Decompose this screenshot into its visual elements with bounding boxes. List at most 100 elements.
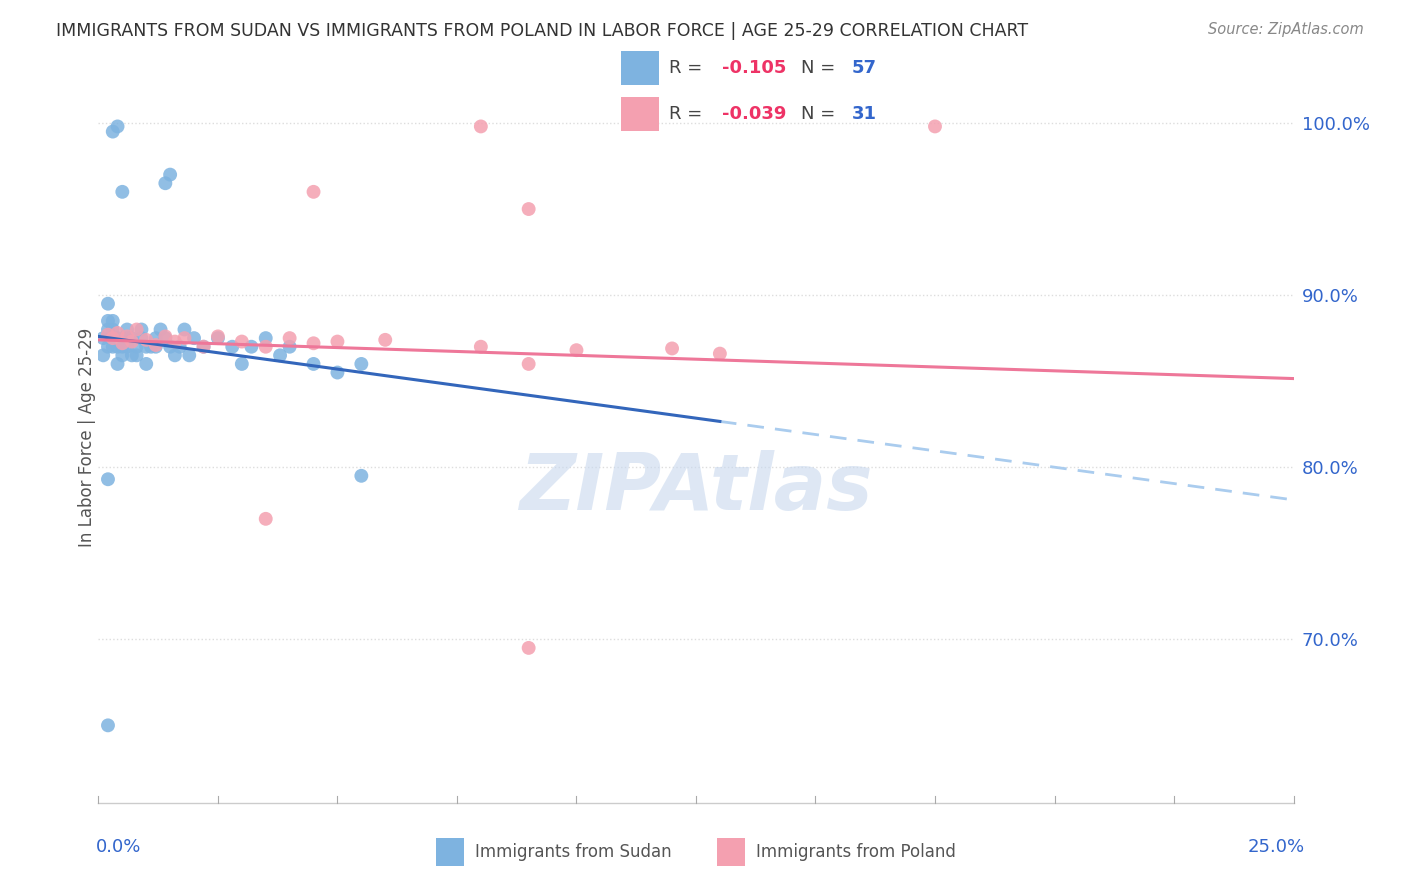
Point	[155, 331, 177, 345]
Point	[125, 340, 148, 354]
Point	[97, 296, 120, 310]
Point	[101, 322, 124, 336]
Point	[159, 340, 181, 354]
Point	[278, 331, 301, 345]
Point	[517, 202, 540, 216]
Point	[374, 333, 396, 347]
Point	[135, 340, 157, 354]
Text: N =: N =	[801, 105, 841, 123]
Point	[517, 357, 540, 371]
Text: 25.0%: 25.0%	[1247, 838, 1305, 856]
Point	[254, 512, 277, 526]
Text: 57: 57	[852, 59, 877, 77]
Point	[169, 340, 191, 354]
Point	[517, 640, 540, 655]
Point	[115, 340, 138, 354]
Point	[101, 314, 124, 328]
Text: 31: 31	[852, 105, 877, 123]
Point	[125, 322, 148, 336]
Text: Immigrants from Sudan: Immigrants from Sudan	[475, 843, 671, 861]
Point	[565, 343, 588, 358]
Point	[302, 336, 325, 351]
Point	[470, 120, 492, 134]
Point	[121, 331, 143, 345]
Point	[661, 342, 683, 356]
Point	[173, 331, 195, 345]
Point	[326, 334, 349, 349]
Point	[115, 329, 138, 343]
Point	[115, 331, 138, 345]
Point	[139, 340, 162, 354]
Text: Source: ZipAtlas.com: Source: ZipAtlas.com	[1208, 22, 1364, 37]
Point	[231, 334, 253, 349]
Point	[149, 322, 172, 336]
Point	[97, 340, 120, 354]
Text: -0.105: -0.105	[723, 59, 787, 77]
Bar	[436, 838, 464, 866]
Text: R =: R =	[669, 59, 707, 77]
Point	[97, 472, 120, 486]
Point	[121, 348, 143, 362]
Point	[97, 314, 120, 328]
Point	[173, 322, 195, 336]
Point	[125, 348, 148, 362]
Text: Immigrants from Poland: Immigrants from Poland	[756, 843, 956, 861]
Point	[278, 340, 301, 354]
Point	[221, 340, 243, 354]
Text: ZIPAtlas: ZIPAtlas	[519, 450, 873, 526]
Point	[107, 326, 129, 340]
Point	[101, 331, 124, 345]
Point	[91, 331, 114, 345]
Point	[350, 468, 373, 483]
Point	[107, 331, 129, 345]
Point	[155, 176, 177, 190]
Bar	[621, 51, 659, 85]
Point	[111, 331, 134, 345]
Text: 0.0%: 0.0%	[96, 838, 141, 856]
Point	[91, 348, 114, 362]
Point	[470, 340, 492, 354]
Point	[326, 366, 349, 380]
Point	[135, 357, 157, 371]
Point	[269, 348, 291, 362]
Point	[193, 340, 215, 354]
Point	[145, 331, 167, 345]
Point	[115, 322, 138, 336]
Bar	[717, 838, 745, 866]
Point	[101, 340, 124, 354]
Point	[302, 185, 325, 199]
Bar	[621, 97, 659, 131]
Point	[107, 120, 129, 134]
Point	[163, 348, 186, 362]
Point	[163, 334, 186, 349]
Point	[207, 329, 229, 343]
Point	[131, 331, 153, 345]
Point	[107, 340, 129, 354]
Point	[240, 340, 263, 354]
Point	[111, 340, 134, 354]
Point	[924, 120, 946, 134]
Point	[183, 331, 205, 345]
Text: IMMIGRANTS FROM SUDAN VS IMMIGRANTS FROM POLAND IN LABOR FORCE | AGE 25-29 CORRE: IMMIGRANTS FROM SUDAN VS IMMIGRANTS FROM…	[56, 22, 1028, 40]
Text: N =: N =	[801, 59, 841, 77]
Point	[254, 340, 277, 354]
Point	[302, 357, 325, 371]
Point	[121, 334, 143, 349]
Point	[207, 331, 229, 345]
Point	[101, 125, 124, 139]
Point	[107, 357, 129, 371]
Point	[159, 168, 181, 182]
Point	[254, 331, 277, 345]
Y-axis label: In Labor Force | Age 25-29: In Labor Force | Age 25-29	[79, 327, 96, 547]
Point	[350, 357, 373, 371]
Point	[135, 333, 157, 347]
Point	[97, 322, 120, 336]
Point	[111, 336, 134, 351]
Point	[111, 348, 134, 362]
Point	[97, 718, 120, 732]
Point	[101, 331, 124, 345]
Point	[231, 357, 253, 371]
Text: R =: R =	[669, 105, 707, 123]
Point	[131, 322, 153, 336]
Point	[709, 346, 731, 360]
